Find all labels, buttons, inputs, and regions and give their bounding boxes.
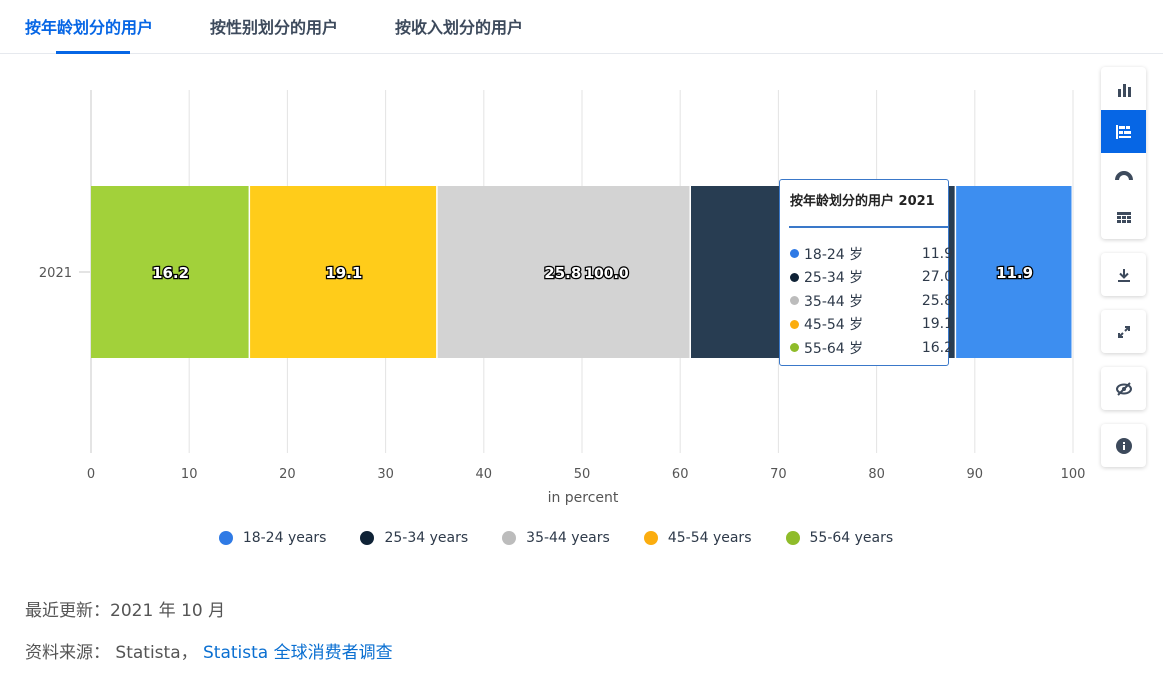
legend-label: 35-44 years (526, 530, 610, 546)
x-tick-label: 100 (1061, 467, 1086, 482)
source-label: 资料来源： (25, 643, 110, 663)
tab-users-by-age[interactable]: 按年龄划分的用户 (25, 18, 154, 37)
legend-item-18-24[interactable]: 18-24 years (218, 530, 327, 546)
tooltip-rows: 18-24 岁 11.9 25-34 岁 27.0 35-44 岁 25.8 4… (790, 242, 953, 360)
legend-item-45-54[interactable]: 45-54 years (643, 530, 752, 546)
source-line: 资料来源： Statista， Statista 全球消费者调查 (25, 638, 393, 663)
legend-label: 25-34 years (384, 530, 469, 546)
tab-bar: 按年龄划分的用户 按性别划分的用户 按收入划分的用户 (0, 0, 1163, 54)
bar-segment (437, 186, 690, 358)
tooltip-series-label: 25-34 岁 (804, 270, 864, 287)
fullscreen-icon (1117, 325, 1130, 338)
legend-marker (785, 531, 800, 545)
x-tick-label: 10 (181, 467, 198, 482)
tooltip-row: 18-24 岁 11.9 (790, 242, 953, 266)
table-view-button[interactable] (1101, 196, 1146, 239)
tooltip-divider (789, 226, 948, 228)
tooltip-series-dot (790, 296, 799, 306)
updated-value: 2021 年 10 月 (110, 601, 226, 621)
legend-label: 45-54 years (667, 530, 752, 546)
tooltip-series-dot (790, 319, 799, 329)
bar-segment (956, 186, 1072, 358)
info-icon (1115, 437, 1132, 454)
bar-chart-icon (1117, 83, 1131, 97)
tooltip-series-value: 27.0 (921, 269, 953, 286)
legend-marker (643, 531, 658, 545)
tooltip-series-value: 16.2 (921, 339, 953, 356)
tab-users-by-income[interactable]: 按收入划分的用户 (395, 18, 524, 37)
tooltip-title: 按年龄划分的用户 2021 (790, 194, 935, 209)
last-updated: 最近更新：2021 年 10 月 (25, 596, 225, 621)
x-tick-label: 30 (377, 467, 394, 482)
x-tick-label: 50 (574, 467, 591, 482)
stacked-bar-chart: 0 10 20 30 40 50 60 70 80 90 100 in percent 2021 16.2… (39, 90, 1086, 506)
data-label: 16.2 (152, 264, 189, 282)
x-tick-label: 60 (672, 467, 689, 482)
x-tick-label: 80 (868, 467, 885, 482)
bar-chart-button[interactable] (1101, 67, 1146, 110)
gauge-icon (1114, 170, 1133, 180)
tab-users-by-gender[interactable]: 按性别划分的用户 (210, 18, 339, 37)
stacked-bar-icon (1115, 124, 1131, 139)
x-tick-label: 20 (279, 467, 296, 482)
hide-group (1101, 367, 1146, 410)
table-icon (1116, 211, 1131, 223)
tooltip-row: 25-34 岁 27.0 (790, 266, 953, 290)
tooltip-series-value: 25.8 (921, 292, 953, 309)
chart-tooltip: 按年龄划分的用户 2021 18-24 岁 11.9 25-34 岁 27.0 … (779, 179, 953, 366)
source-statista: Statista， (115, 643, 198, 663)
chart-legend: 18-24 years 25-34 years 35-44 years 45-5… (0, 530, 1112, 546)
total-label: 100.0 (584, 266, 629, 282)
legend-marker (218, 531, 233, 545)
legend-item-25-34[interactable]: 25-34 years (360, 530, 468, 546)
tooltip-series-value: 19.1 (921, 316, 953, 333)
tooltip-series-label: 35-44 岁 (804, 293, 864, 310)
download-group (1101, 253, 1146, 296)
data-label: 19.1 (325, 264, 362, 282)
x-tick-label: 40 (476, 467, 493, 482)
legend-label: 18-24 years (242, 530, 327, 546)
info-button[interactable] (1101, 424, 1146, 467)
hide-button[interactable] (1101, 367, 1146, 410)
legend-label: 55-64 years (809, 530, 894, 546)
tooltip-series-dot (790, 249, 799, 259)
y-tick-label: 2021 (39, 266, 72, 281)
info-group (1101, 424, 1146, 467)
fullscreen-button[interactable] (1101, 310, 1146, 353)
tooltip-series-value: 11.9 (921, 245, 953, 262)
stacked-bar-button[interactable] (1101, 110, 1146, 153)
x-axis-title: in percent (548, 490, 619, 506)
x-tick-label: 90 (967, 467, 984, 482)
legend-item-55-64[interactable]: 55-64 years (785, 530, 894, 546)
tooltip-series-label: 45-54 岁 (804, 317, 864, 334)
tooltip-row: 45-54 岁 19.1 (790, 313, 953, 337)
chart-toolbar (1101, 67, 1146, 481)
tooltip-row: 35-44 岁 25.8 (790, 289, 953, 313)
source-survey-link[interactable]: Statista 全球消费者调查 (203, 643, 393, 663)
chart-type-group (1101, 67, 1146, 239)
updated-label: 最近更新： (25, 601, 110, 621)
bar-segment (250, 186, 437, 358)
legend-item-35-44[interactable]: 35-44 years (502, 530, 610, 546)
fullscreen-group (1101, 310, 1146, 353)
legend-marker (360, 531, 375, 545)
bar-segment (91, 186, 249, 358)
tooltip-series-dot (790, 343, 799, 353)
tooltip-series-label: 18-24 岁 (804, 246, 864, 263)
download-icon (1117, 268, 1130, 282)
x-tick-label: 0 (87, 467, 95, 482)
tooltip-series-label: 55-64 岁 (804, 340, 864, 357)
gauge-chart-button[interactable] (1101, 153, 1146, 196)
data-label: 11.9 (996, 264, 1033, 282)
tooltip-series-dot (790, 272, 799, 282)
active-tab-indicator (56, 51, 130, 54)
data-label: 25.8 (544, 264, 581, 282)
x-tick-label: 70 (770, 467, 787, 482)
download-button[interactable] (1101, 253, 1146, 296)
legend-marker (502, 531, 517, 545)
tooltip-row: 55-64 岁 16.2 (790, 336, 953, 360)
hide-icon (1115, 381, 1132, 396)
